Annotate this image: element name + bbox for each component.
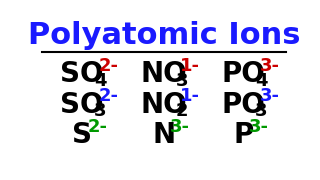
Text: 3-: 3- — [260, 87, 279, 105]
Text: 3: 3 — [94, 102, 106, 120]
Text: P: P — [233, 121, 253, 149]
Text: 2-: 2- — [98, 87, 118, 105]
Text: 4: 4 — [94, 71, 106, 89]
Text: Polyatomic Ions: Polyatomic Ions — [28, 21, 300, 50]
Text: S: S — [72, 121, 92, 149]
Text: 4: 4 — [255, 71, 268, 89]
Text: 3-: 3- — [169, 118, 189, 136]
Text: PO: PO — [221, 60, 265, 88]
Text: NO: NO — [141, 91, 187, 119]
Text: NO: NO — [141, 60, 187, 88]
Text: 2-: 2- — [98, 57, 118, 75]
Text: 3-: 3- — [260, 57, 279, 75]
Text: SO: SO — [60, 60, 104, 88]
Text: 2: 2 — [176, 102, 188, 120]
Text: 3-: 3- — [249, 118, 269, 136]
Text: N: N — [152, 121, 176, 149]
Text: 2-: 2- — [88, 118, 108, 136]
Text: 3: 3 — [255, 102, 268, 120]
Text: PO: PO — [221, 91, 265, 119]
Text: SO: SO — [60, 91, 104, 119]
Text: 1-: 1- — [180, 57, 200, 75]
Text: 1-: 1- — [180, 87, 200, 105]
Text: 3: 3 — [176, 71, 188, 89]
